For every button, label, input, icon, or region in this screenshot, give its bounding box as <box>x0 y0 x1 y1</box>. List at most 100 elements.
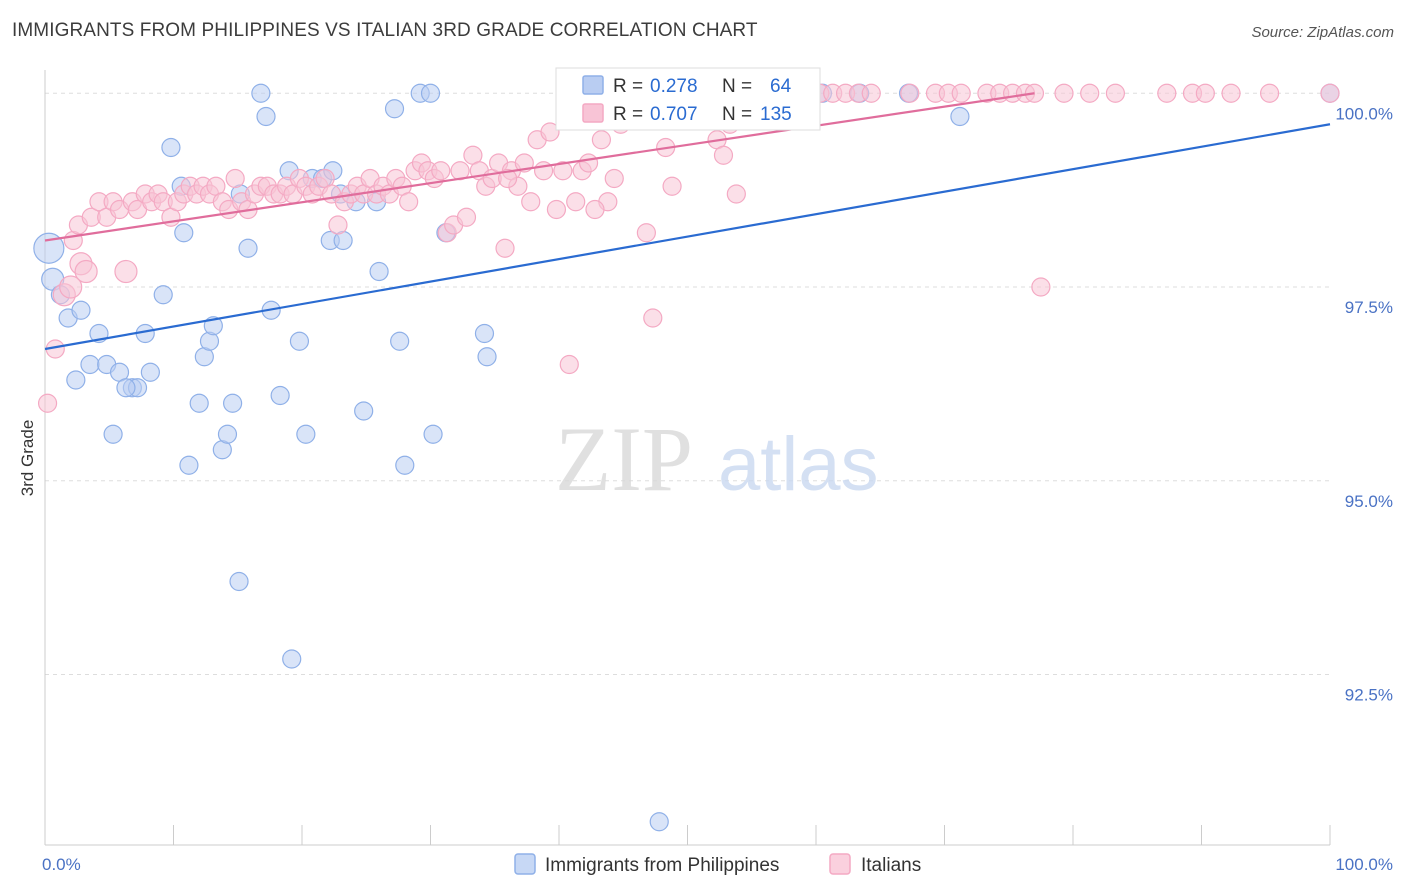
point-philippines <box>217 424 238 444</box>
point-philippines <box>270 385 290 406</box>
point-philippines <box>423 424 443 444</box>
stats-n-label-2: N = <box>722 104 752 125</box>
point-italians <box>578 153 599 173</box>
point-philippines <box>179 455 199 475</box>
point-italians <box>540 122 560 142</box>
trend-line-philippines <box>44 123 1331 351</box>
stats-n-value-2: 135 <box>760 104 792 125</box>
trend-line-italians <box>44 92 1035 242</box>
point-philippines <box>390 331 410 351</box>
stats-r-value-1: 0.278 <box>650 76 698 97</box>
point-philippines <box>153 285 173 305</box>
point-italians <box>604 168 624 189</box>
point-italians <box>566 192 586 212</box>
point-italians <box>1105 83 1126 103</box>
y-tick-label-0: 100.0% <box>1335 104 1393 123</box>
point-philippines <box>33 232 65 264</box>
point-italians <box>585 199 605 220</box>
legend-swatch-philippines <box>514 853 536 875</box>
point-italians <box>1195 83 1215 103</box>
stats-r-label-2: R = <box>613 104 643 125</box>
y-tick-labels: 100.0% 97.5% 95.0% 92.5% <box>1335 104 1393 704</box>
point-philippines <box>66 370 86 390</box>
y-tick-label-2: 95.0% <box>1345 492 1393 511</box>
point-italians <box>495 238 515 258</box>
watermark: ZIP atlas <box>555 408 879 510</box>
point-philippines <box>238 238 258 258</box>
stats-swatch-italians <box>582 103 604 123</box>
point-italians <box>726 184 746 204</box>
axes <box>44 70 1331 846</box>
point-philippines <box>161 137 181 158</box>
point-italians <box>1320 83 1340 103</box>
point-italians <box>114 259 138 284</box>
point-philippines <box>256 106 276 127</box>
point-philippines <box>103 424 123 444</box>
point-italians <box>399 192 419 212</box>
point-philippines <box>140 362 160 382</box>
point-italians <box>1221 83 1241 103</box>
watermark-zip: ZIP <box>555 408 693 510</box>
point-philippines <box>174 223 194 243</box>
stats-n-value-1: 64 <box>770 76 792 97</box>
point-philippines <box>296 424 316 444</box>
stats-swatch-philippines <box>582 75 604 95</box>
point-italians <box>59 275 83 299</box>
point-philippines <box>420 83 441 103</box>
x-tick-labels: 0.0% 100.0% <box>42 855 1393 874</box>
point-italians <box>1054 83 1074 103</box>
point-italians <box>662 176 682 196</box>
point-italians <box>951 83 971 103</box>
point-italians <box>521 192 541 212</box>
stats-r-value-2: 0.707 <box>650 104 698 125</box>
point-italians <box>74 259 98 284</box>
point-philippines <box>189 393 209 413</box>
point-philippines <box>474 323 495 344</box>
stats-r-label-1: R = <box>613 76 643 97</box>
point-philippines <box>395 455 415 475</box>
point-italians <box>636 223 656 243</box>
point-italians <box>328 215 348 235</box>
source-text: Source: ZipAtlas.com <box>1251 24 1394 41</box>
chart-title: IMMIGRANTS FROM PHILIPPINES VS ITALIAN 3… <box>12 20 758 41</box>
point-italians <box>498 168 518 189</box>
point-philippines <box>354 401 374 421</box>
x-tick-label-0: 0.0% <box>42 855 81 874</box>
point-italians <box>1157 83 1177 103</box>
point-italians <box>456 207 477 227</box>
point-italians <box>591 130 612 150</box>
y-axis-title: 3rd Grade <box>18 420 37 497</box>
point-italians <box>553 161 573 181</box>
legend: Immigrants from Philippines Italians <box>514 853 921 876</box>
point-italians <box>37 393 58 413</box>
point-philippines <box>251 83 271 103</box>
stats-box: R = 0.278 N = 64 R = 0.707 N = 135 <box>555 67 821 131</box>
point-philippines <box>369 261 389 282</box>
point-philippines <box>649 812 669 832</box>
point-italians <box>1260 83 1280 103</box>
trend-lines <box>44 92 1331 351</box>
point-philippines <box>229 571 249 592</box>
point-philippines <box>477 347 497 367</box>
point-italians <box>713 145 734 165</box>
point-italians <box>431 161 451 181</box>
point-italians <box>546 199 567 220</box>
point-italians <box>1031 277 1051 297</box>
point-philippines <box>950 106 970 127</box>
point-italians <box>643 308 663 328</box>
point-philippines <box>223 393 243 413</box>
point-italians <box>1080 83 1100 103</box>
point-italians <box>861 83 881 103</box>
watermark-atlas: atlas <box>718 422 879 507</box>
y-tick-label-3: 92.5% <box>1345 686 1393 705</box>
point-italians <box>225 168 245 189</box>
legend-swatch-italians <box>829 853 851 875</box>
point-philippines <box>384 99 405 119</box>
point-philippines <box>116 378 136 398</box>
point-philippines <box>289 331 310 351</box>
point-italians <box>559 354 579 375</box>
legend-label-philippines: Immigrants from Philippines <box>545 855 779 876</box>
legend-label-italians: Italians <box>861 855 921 876</box>
point-philippines <box>282 649 302 669</box>
